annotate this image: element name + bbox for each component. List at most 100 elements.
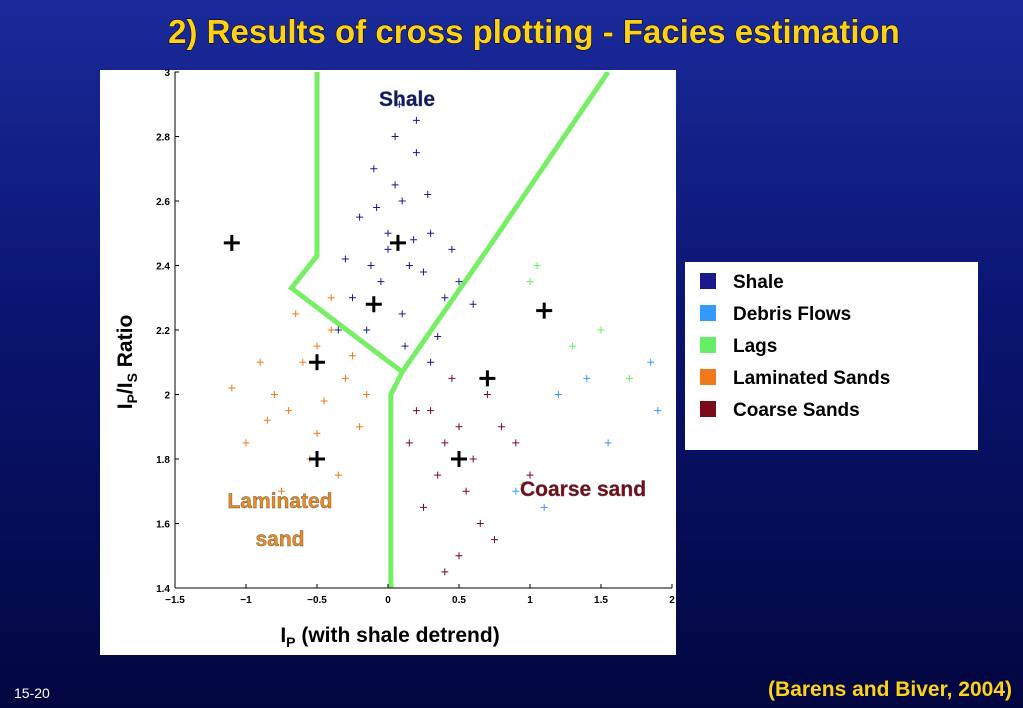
point [363,326,371,334]
point [384,229,392,237]
point [313,429,321,437]
y-tick-label: 2.8 [156,133,170,144]
slide-title: 2) Results of cross plotting - Facies es… [168,13,900,50]
point [398,310,406,318]
point [526,278,534,286]
citation: (Barens and Biver, 2004) [768,678,1012,701]
point [462,487,470,495]
boundary-line [400,72,611,374]
point [373,203,381,211]
point [356,213,364,221]
point [405,439,413,447]
point [349,294,356,302]
point [341,255,349,263]
x-axis-label-part: I [280,624,286,647]
point [299,358,307,366]
point [448,245,456,253]
x-axis-label-part: P [286,634,295,650]
point [377,278,385,286]
point [384,245,392,253]
point [242,439,250,447]
point [519,481,527,489]
y-axis-label-part: S [124,373,140,382]
point [469,300,477,308]
x-tick-label: 2 [669,595,675,606]
centroid [536,302,553,319]
point [441,294,449,302]
point [313,342,321,350]
point [455,423,463,431]
point [448,374,456,382]
point [625,374,633,382]
x-tick-label: 1 [527,595,533,606]
centroid [309,451,325,467]
point [597,326,605,334]
point [334,326,342,334]
legend-box [685,262,978,450]
plot-area [223,72,662,588]
y-tick-label: 1.6 [156,520,170,531]
boundary-line [287,72,406,588]
x-tick-label: −0.5 [307,595,327,606]
legend-swatch [700,401,716,417]
point [412,149,420,157]
point [654,407,662,415]
point [427,229,435,237]
legend-swatch [700,369,716,385]
point [441,568,449,576]
x-tick-label: −1 [240,595,252,606]
legend-label: Lags [733,336,777,357]
point [292,310,300,318]
legend-label: Coarse Sands [733,400,860,421]
point [228,384,236,392]
legend-label: Laminated Sands [733,368,890,389]
y-tick-label: 3 [164,68,170,79]
point [491,536,498,544]
x-axis-label: IP (with shale detrend) [280,624,499,650]
point [420,503,427,511]
point [391,133,399,140]
point [285,407,293,415]
centroid [223,234,240,251]
point [341,374,349,382]
point [569,342,577,350]
point [424,191,432,199]
annotation: Laminated [227,490,332,513]
point [320,397,328,405]
y-axis-label-part: I [114,403,137,409]
x-axis-label-part: (with shale detrend) [296,624,500,647]
point [647,358,655,366]
point [263,416,271,424]
y-tick-label: 2.6 [156,197,170,208]
point [540,503,548,511]
y-tick-label: 2.4 [156,262,170,273]
legend-label: Debris Flows [733,304,851,325]
x-tick-label: 0.5 [452,595,466,606]
point [483,391,491,398]
point [334,471,342,479]
point [554,391,562,398]
point [434,332,442,340]
point [401,342,409,350]
point [455,552,463,560]
legend-swatch [700,273,716,289]
point [427,358,435,366]
y-tick-label: 2.2 [156,326,170,337]
centroid [479,370,496,387]
y-axis-label-part: /I [114,382,137,394]
y-tick-label: 1.8 [156,455,170,466]
y-axis-label-part: P [124,394,140,403]
x-tick-label: 0 [385,595,391,606]
point [410,236,418,244]
legend-swatch [700,305,716,321]
point [512,487,520,495]
annotation: Shale [379,88,435,111]
point [270,391,278,398]
point [583,374,591,382]
point [370,165,378,173]
point [604,439,612,447]
y-tick-label: 1.4 [156,584,170,595]
point [278,487,285,495]
